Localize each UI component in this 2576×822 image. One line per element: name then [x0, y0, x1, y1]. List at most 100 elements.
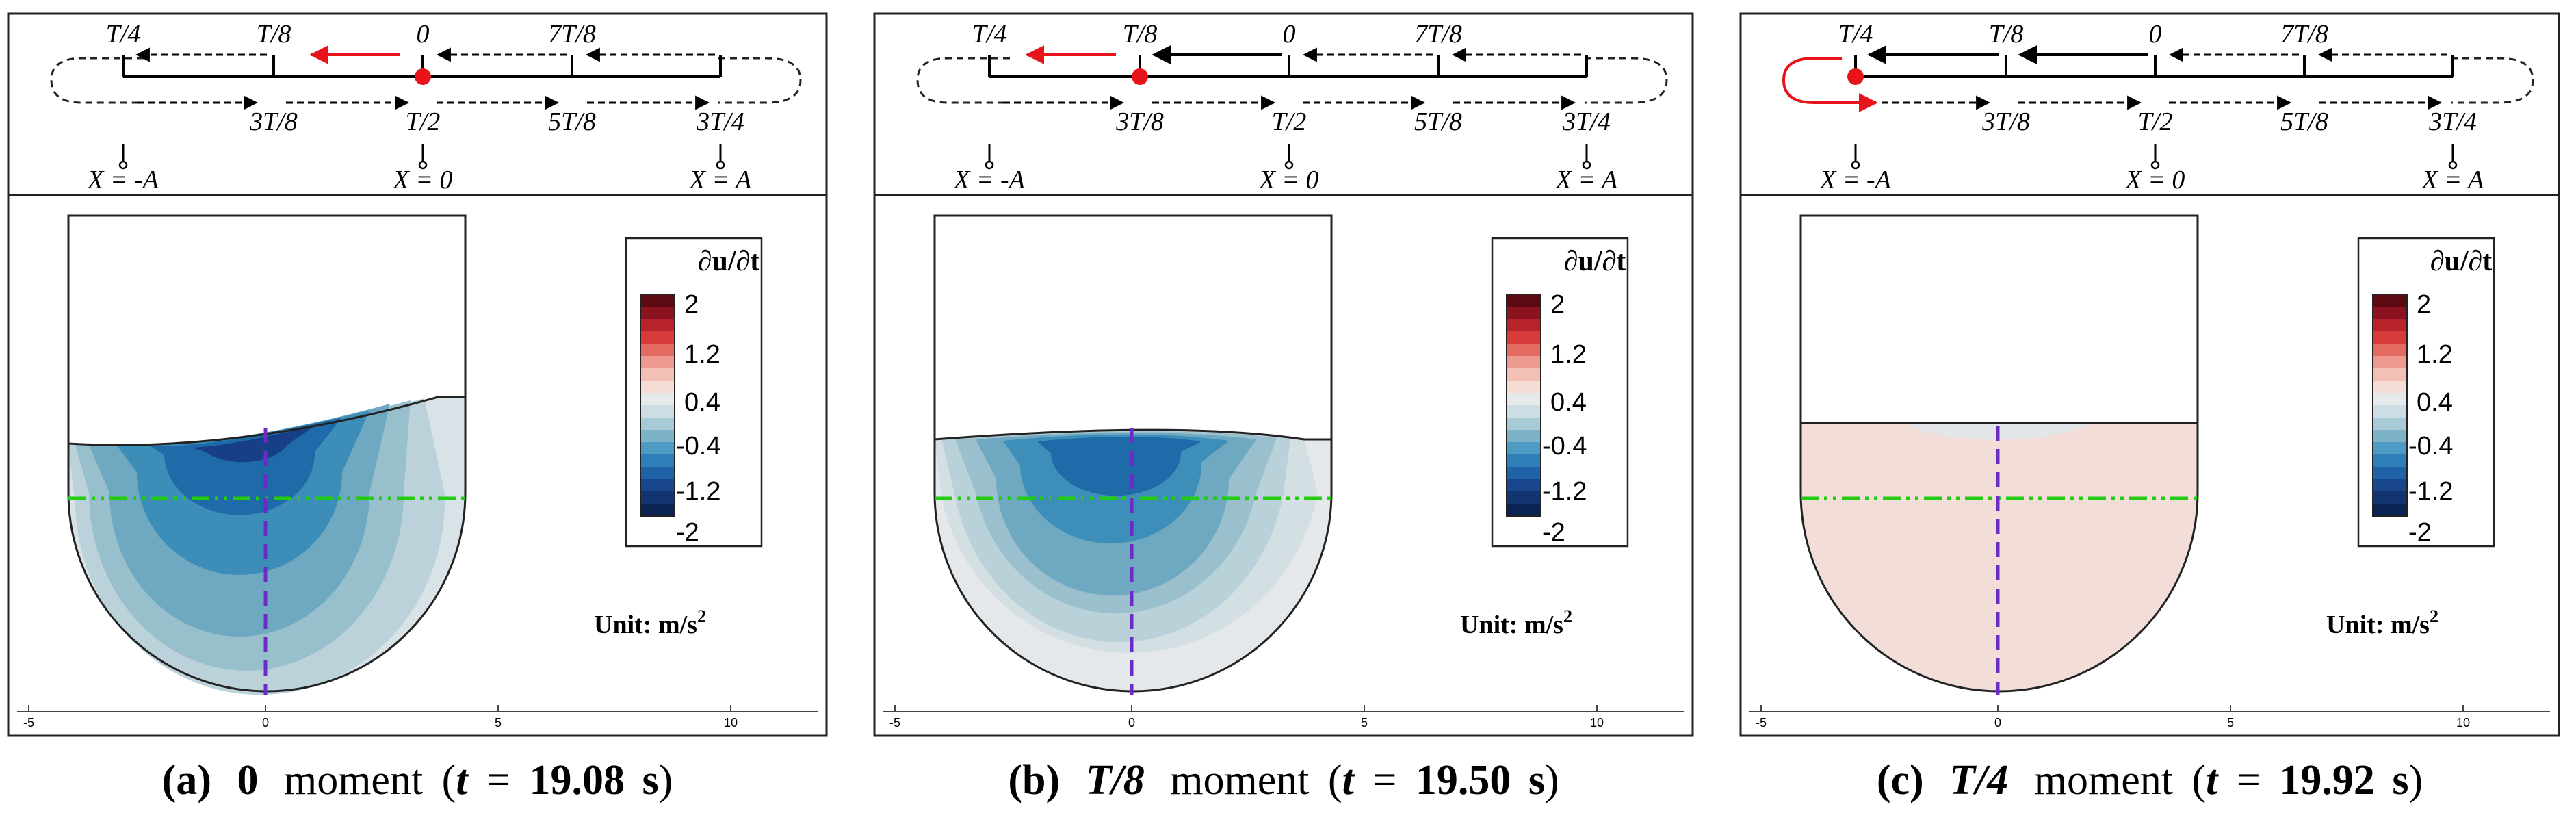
panel-a: T/4 T/8 0 7T/8 3T/8 T/2 5T/8 3T/4 X = -A… [7, 12, 828, 804]
svg-text:-0.4: -0.4 [2408, 432, 2453, 461]
svg-text:X = A: X = A [688, 166, 752, 194]
svg-text:X = -A: X = -A [86, 166, 159, 194]
panel-c: T/4 T/8 0 7T/8 3T/8 T/2 5T/8 3T/4 X = -A… [1739, 12, 2560, 804]
svg-text:X = A: X = A [1554, 166, 1618, 194]
axis-tick-label: -5 [23, 716, 34, 730]
time-label-bottom: 3T/8 [249, 107, 298, 136]
svg-text:-0.4: -0.4 [1542, 432, 1587, 461]
time-label-top: 0 [417, 20, 430, 49]
axis-tick-label: 5 [495, 716, 502, 730]
axis-tick-label: 10 [1590, 716, 1604, 730]
panel-caption: (a) 0 moment (t = 19.08 s) [162, 757, 673, 804]
time-label-bottom: 5T/8 [1414, 107, 1462, 136]
time-label-top: 0 [1283, 20, 1296, 49]
axis-tick-label: 5 [1361, 716, 1368, 730]
svg-text:0.4: 0.4 [684, 388, 720, 417]
svg-text:1.2: 1.2 [2417, 340, 2453, 369]
colorbar: ∂u/∂t 2 1.2 0.4 -0.4 -1.2 -2 [1491, 237, 1629, 548]
svg-text:2: 2 [2417, 290, 2431, 319]
axis-tick-label: 5 [2227, 716, 2234, 730]
svg-text:0.4: 0.4 [1550, 388, 1587, 417]
time-label-top: T/8 [1989, 20, 2024, 49]
time-label-top: T/8 [257, 20, 291, 49]
svg-text:-2: -2 [2408, 518, 2432, 547]
time-label-top: 0 [2149, 20, 2162, 49]
free-surface [934, 428, 1331, 441]
time-label-bottom: 3T/8 [1115, 107, 1164, 136]
axis-tick-label: 10 [724, 716, 738, 730]
svg-text:-2: -2 [1542, 518, 1565, 547]
time-label-bottom: 3T/8 [1981, 107, 2030, 136]
unit-label: Unit: m/s2 [594, 606, 706, 639]
axis-tick-label: -5 [889, 716, 900, 730]
time-label-top: 7T/8 [2280, 20, 2328, 49]
position-marker: X = 0 [1258, 144, 1319, 194]
panel-caption: (c) T/4 moment (t = 19.92 s) [1877, 757, 2423, 804]
svg-text:∂u/∂t: ∂u/∂t [2430, 246, 2493, 277]
axis-tick-label: 10 [2456, 716, 2470, 730]
dashed-loop [718, 57, 802, 104]
time-label-bottom: T/2 [406, 107, 441, 136]
time-label-top: T/4 [106, 20, 141, 49]
svg-text:X = A: X = A [2421, 166, 2484, 194]
svg-text:X = 0: X = 0 [392, 166, 453, 194]
svg-text:X = 0: X = 0 [2124, 166, 2185, 194]
free-surface [68, 396, 465, 446]
time-label-bottom: 3T/4 [696, 107, 744, 136]
unit-label: Unit: m/s2 [1460, 606, 1572, 639]
position-marker: X = -A [952, 144, 1026, 194]
svg-text:-0.4: -0.4 [676, 432, 720, 461]
colorbar: ∂u/∂t 2 1.2 0.4 -0.4 -1.2 -2 [2357, 237, 2495, 548]
position-marker: X = 0 [2124, 144, 2185, 194]
schematic-box [873, 12, 1694, 196]
time-label-top: 7T/8 [548, 20, 596, 49]
current-dot [415, 68, 431, 85]
svg-text:1.2: 1.2 [1550, 340, 1587, 369]
time-label-bottom: 5T/8 [2280, 107, 2328, 136]
time-label-bottom: T/2 [1272, 107, 1307, 136]
svg-text:0.4: 0.4 [2417, 388, 2453, 417]
colorbar: ∂u/∂t 2 1.2 0.4 -0.4 -1.2 -2 [625, 237, 763, 548]
svg-text:2: 2 [1550, 290, 1565, 319]
svg-text:∂u/∂t: ∂u/∂t [1564, 246, 1626, 277]
svg-text:1.2: 1.2 [684, 340, 720, 369]
position-marker: X = -A [86, 144, 159, 194]
position-marker: X = 0 [392, 144, 453, 194]
svg-text:X = 0: X = 0 [1258, 166, 1319, 194]
time-label-bottom: 3T/4 [1562, 107, 1611, 136]
svg-text:-2: -2 [676, 518, 699, 547]
current-dot [1847, 68, 1864, 85]
basin-outline [67, 214, 467, 693]
time-label-top: 7T/8 [1414, 20, 1462, 49]
time-label-bottom: T/2 [2138, 107, 2173, 136]
position-marker: X = -A [1819, 144, 1892, 194]
axis-tick-label: 0 [1128, 716, 1135, 730]
contour-field [68, 397, 465, 695]
svg-text:2: 2 [684, 290, 699, 319]
time-label-bottom: 5T/8 [548, 107, 596, 136]
position-marker: X = A [688, 144, 752, 194]
time-label-top: T/8 [1123, 20, 1158, 49]
current-dot [1132, 68, 1148, 85]
axis-tick-label: 0 [1994, 716, 2001, 730]
position-marker: X = A [1554, 144, 1618, 194]
panel-caption: (b) T/8 moment (t = 19.50 s) [1008, 757, 1559, 804]
axis-tick-label: -5 [1756, 716, 1767, 730]
time-label-bottom: 3T/4 [2428, 107, 2477, 136]
colorbar-title: ∂u/∂t [698, 246, 760, 277]
contour-field [935, 431, 1331, 691]
dashed-loop [50, 57, 144, 104]
red-return-loop [1782, 57, 1878, 112]
svg-text:X = -A: X = -A [952, 166, 1026, 194]
schematic-box [7, 12, 828, 196]
axis-tick-label: 0 [262, 716, 269, 730]
position-marker: X = A [2421, 144, 2484, 194]
unit-label: Unit: m/s2 [2326, 606, 2438, 639]
panel-b: T/4 T/8 0 7T/8 3T/8 T/2 5T/8 3T/4 X = -A… [873, 12, 1694, 804]
svg-text:-1.2: -1.2 [676, 477, 720, 506]
svg-text:-1.2: -1.2 [1542, 477, 1587, 506]
time-label-top: T/4 [972, 20, 1007, 49]
svg-text:-1.2: -1.2 [2408, 477, 2453, 506]
time-label-top: T/4 [1838, 20, 1873, 49]
svg-text:X = -A: X = -A [1819, 166, 1892, 194]
